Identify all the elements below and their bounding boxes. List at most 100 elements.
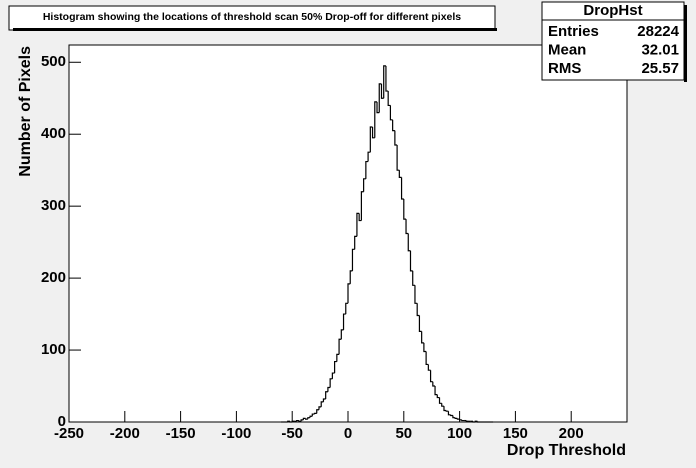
histogram-bin	[414, 285, 418, 304]
histogram-bin	[383, 65, 386, 99]
x-tick-label: 100	[447, 425, 472, 442]
histogram-bin	[329, 378, 333, 388]
x-tick-label: -150	[166, 425, 196, 442]
histogram-bin	[387, 91, 391, 107]
title-box	[8, 5, 496, 31]
histogram-bin	[316, 409, 319, 414]
histogram-bin	[474, 420, 478, 422]
histogram-bin	[400, 177, 404, 200]
histogram-bin	[378, 83, 382, 113]
histogram-bin	[347, 283, 351, 304]
histogram-bin	[389, 105, 393, 121]
histogram-bin	[325, 391, 328, 399]
histogram-bin	[472, 421, 476, 423]
chart-title: Histogram showing the locations of thres…	[43, 11, 461, 23]
histogram-bin	[421, 331, 424, 344]
histogram-bin	[342, 313, 346, 330]
histogram-bin	[416, 303, 420, 317]
histogram-bin	[291, 420, 295, 422]
x-axis-label: Drop Threshold	[507, 442, 626, 459]
stats-box: DropHst Entries 28224 Mean 32.01 RMS 25.57	[541, 1, 687, 82]
histogram-bin	[407, 233, 411, 252]
histogram-bin	[436, 394, 440, 399]
histogram-bin	[403, 198, 407, 220]
x-tick-label: 50	[395, 425, 412, 442]
histogram-bin	[429, 370, 433, 383]
frame	[68, 44, 628, 423]
histogram-bin	[447, 411, 451, 416]
histogram-bin	[331, 372, 335, 379]
histogram-bin	[445, 410, 449, 412]
histogram-bin	[289, 421, 293, 423]
histogram-bin	[371, 127, 375, 139]
histogram-bin	[363, 178, 366, 192]
histogram-bin	[454, 417, 458, 420]
histogram-bin	[369, 126, 373, 153]
stats-frame	[541, 1, 685, 81]
stats-value: 28224	[637, 23, 679, 40]
y-tick-label: 0	[58, 413, 66, 430]
y-tick-label: 500	[41, 53, 66, 70]
histogram-bin	[327, 386, 331, 392]
histogram-bin	[405, 219, 409, 235]
y-axis-label: Number of Pixels	[17, 46, 34, 177]
histogram-bin	[358, 213, 362, 222]
title-shadow	[13, 28, 497, 31]
stats-label: Mean	[548, 41, 586, 58]
histogram-bin	[374, 101, 378, 138]
histogram-bin	[476, 421, 480, 423]
histogram-bin	[360, 191, 364, 221]
histogram-bin	[425, 351, 429, 366]
histogram-bin	[300, 419, 304, 422]
x-tick-label: -200	[110, 425, 140, 442]
x-tick-label: -50	[281, 425, 303, 442]
stats-value: 32.01	[641, 41, 679, 58]
histogram-bin	[380, 83, 384, 99]
histogram-bin	[302, 417, 306, 420]
histogram-bin	[349, 270, 353, 284]
stats-title: DropHst	[583, 2, 642, 19]
histogram-bin	[334, 360, 337, 374]
histogram-bin	[396, 145, 400, 171]
histogram-bin	[354, 235, 357, 250]
x-tick-label: 150	[503, 425, 528, 442]
histogram-bin	[465, 420, 469, 422]
histogram-bin	[398, 170, 402, 178]
histogram-bin	[351, 248, 355, 271]
histogram-bin	[394, 130, 398, 146]
x-tick-label: -250	[54, 425, 84, 442]
histogram-bin	[345, 302, 348, 315]
histogram-bin	[418, 315, 422, 332]
histogram-bin	[376, 101, 380, 114]
histogram-bin	[385, 65, 389, 92]
histogram-bin	[432, 381, 436, 387]
histogram-bin	[412, 270, 415, 286]
histogram-bin	[427, 364, 431, 371]
x-tick-label: 200	[559, 425, 584, 442]
histogram-bin	[450, 414, 453, 417]
stats-shadow	[684, 5, 687, 82]
histogram-bin	[336, 353, 340, 362]
stats-label: Entries	[548, 23, 599, 40]
histogram-bin	[443, 406, 447, 412]
y-tick-label: 200	[41, 269, 66, 286]
histogram-bin	[392, 119, 395, 132]
x-tick-label: 0	[344, 425, 352, 442]
histogram-bin	[311, 413, 315, 417]
histogram-bin	[356, 212, 360, 237]
histogram-bin	[298, 420, 302, 422]
histogram-bin	[367, 151, 371, 162]
histogram-bin	[423, 342, 427, 353]
histogram-bin	[318, 406, 322, 410]
histogram-bin	[287, 420, 290, 422]
histogram-bin	[296, 419, 299, 422]
histogram-bin	[307, 417, 311, 420]
histogram-bin	[309, 415, 313, 418]
histogram-bin	[338, 338, 342, 355]
histogram-bin	[409, 250, 413, 272]
histogram-bin	[452, 415, 456, 419]
histogram-bin	[340, 329, 344, 340]
histogram-bin	[304, 418, 308, 420]
histogram-bin	[313, 412, 317, 415]
